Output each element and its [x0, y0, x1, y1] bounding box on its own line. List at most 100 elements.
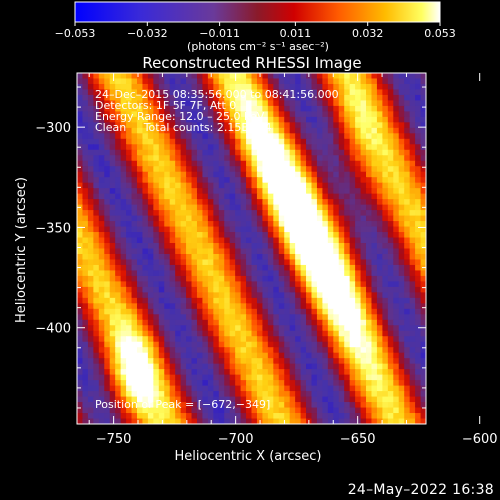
- heatmap-cell: [213, 193, 220, 200]
- heatmap-cell: [109, 160, 116, 167]
- heatmap-cell: [387, 100, 394, 107]
- heatmap-cell: [147, 253, 154, 261]
- heatmap-cell: [218, 292, 225, 299]
- heatmap-cell: [142, 221, 149, 228]
- heatmap-cell: [186, 193, 193, 200]
- heatmap-cell: [382, 215, 389, 222]
- heatmap-cell: [104, 347, 111, 354]
- heatmap-cell: [415, 363, 422, 370]
- heatmap-cell: [398, 144, 405, 151]
- heatmap-cell: [349, 297, 356, 304]
- heatmap-cell: [267, 83, 274, 91]
- heatmap-cell: [191, 232, 198, 239]
- heatmap-cell: [229, 259, 236, 266]
- heatmap-cell: [82, 78, 89, 85]
- heatmap-cell: [213, 347, 220, 354]
- heatmap-cell: [404, 407, 411, 414]
- heatmap-cell: [235, 149, 242, 156]
- heatmap-cell: [415, 396, 422, 403]
- heatmap-cell: [164, 341, 171, 348]
- axes: −750 −700 −650 −600−400−350−300: [35, 73, 498, 447]
- heatmap-cell: [175, 336, 182, 343]
- heatmap-cell: [164, 286, 171, 293]
- heatmap-cell: [256, 166, 263, 173]
- heatmap-cell: [213, 385, 220, 392]
- heatmap-cell: [306, 391, 313, 398]
- heatmap-cell: [93, 149, 100, 156]
- heatmap-cell: [120, 160, 127, 167]
- heatmap-cell: [409, 286, 416, 293]
- heatmap-cell: [376, 226, 383, 233]
- heatmap-cell: [82, 171, 89, 178]
- heatmap-cell: [191, 171, 198, 178]
- heatmap-cell: [393, 182, 400, 189]
- heatmap-cell: [322, 149, 329, 156]
- heatmap-cell: [251, 308, 258, 315]
- heatmap-cell: [191, 308, 198, 315]
- heatmap-cell: [322, 407, 329, 414]
- heatmap-cell: [246, 325, 253, 332]
- heatmap-cell: [355, 358, 362, 365]
- heatmap-cell: [327, 89, 334, 96]
- heatmap-cell: [382, 413, 389, 420]
- heatmap-cell: [311, 116, 318, 123]
- heatmap-cell: [142, 199, 149, 206]
- heatmap-cell: [338, 407, 345, 414]
- heatmap-cell: [131, 418, 138, 424]
- heatmap-cell: [267, 226, 274, 233]
- heatmap-cell: [87, 259, 94, 266]
- heatmap-cell: [229, 369, 236, 376]
- heatmap-cell: [338, 259, 345, 266]
- heatmap-cell: [196, 78, 204, 85]
- heatmap-cell: [404, 89, 411, 96]
- heatmap-cell: [284, 122, 291, 129]
- heatmap-cell: [191, 182, 198, 189]
- heatmap-cell: [158, 133, 165, 140]
- heatmap-cell: [202, 193, 209, 200]
- heatmap-cell: [349, 210, 356, 217]
- heatmap-cell: [229, 374, 236, 381]
- heatmap-cell: [251, 199, 258, 206]
- heatmap-cell: [196, 149, 204, 156]
- heatmap-cell: [246, 369, 253, 376]
- heatmap-cell: [207, 127, 214, 134]
- heatmap-cell: [229, 188, 236, 195]
- heatmap-cell: [207, 232, 214, 239]
- heatmap-cell: [213, 259, 220, 266]
- heatmap-cell: [202, 396, 209, 403]
- heatmap-cell: [191, 83, 198, 91]
- heatmap-cell: [371, 210, 378, 217]
- heatmap-cell: [246, 210, 253, 217]
- heatmap-cell: [295, 155, 302, 162]
- heatmap-cell: [338, 248, 345, 255]
- heatmap-cell: [360, 292, 367, 299]
- heatmap-cell: [109, 352, 116, 359]
- heatmap-cell: [98, 83, 105, 91]
- heatmap-cell: [191, 116, 198, 123]
- heatmap-cell: [360, 116, 367, 123]
- heatmap-cell: [104, 83, 111, 91]
- heatmap-cell: [382, 363, 389, 370]
- heatmap-cell: [398, 407, 405, 414]
- heatmap-cell: [196, 314, 204, 321]
- heatmap-cell: [415, 369, 422, 376]
- heatmap-cell: [289, 319, 296, 326]
- heatmap-cell: [415, 160, 422, 167]
- heatmap-cell: [120, 418, 127, 424]
- heatmap-cell: [295, 221, 302, 228]
- heatmap-cell: [115, 199, 122, 206]
- heatmap-cell: [289, 116, 296, 123]
- heatmap-cell: [115, 380, 122, 387]
- heatmap-cell: [131, 177, 138, 184]
- heatmap-cell: [371, 144, 378, 151]
- heatmap-cell: [235, 314, 242, 321]
- heatmap-cell: [213, 396, 220, 403]
- heatmap-cell: [147, 111, 154, 118]
- heatmap-cell: [251, 144, 258, 151]
- heatmap-cell: [387, 341, 394, 348]
- heatmap-cell: [415, 314, 422, 321]
- heatmap-cell: [327, 204, 334, 211]
- heatmap-cell: [158, 374, 165, 381]
- heatmap-cell: [256, 94, 263, 102]
- heatmap-cell: [82, 396, 89, 403]
